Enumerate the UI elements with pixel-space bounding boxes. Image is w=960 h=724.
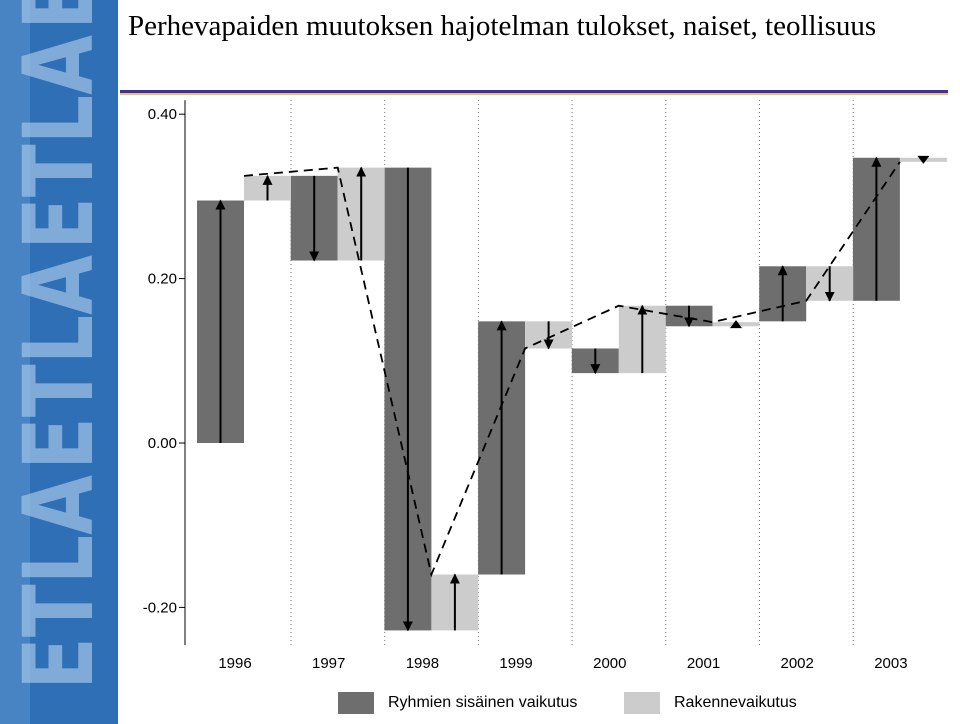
y-tick-label: 0.00 bbox=[148, 435, 177, 452]
x-tick-label-1997: 1997 bbox=[312, 655, 345, 672]
logo-text-1: ETLA bbox=[3, 255, 115, 470]
legend-swatch-structure bbox=[624, 692, 660, 714]
etla-logo-graphic: ETLAETLAETLAETLA bbox=[0, 0, 118, 724]
logo-text-3: ETLA bbox=[3, 0, 115, 30]
logo-band-stripe bbox=[0, 0, 30, 724]
logo-text-2: ETLA bbox=[3, 35, 115, 250]
y-tick-label: -0.20 bbox=[143, 599, 177, 616]
x-tick-label-1999: 1999 bbox=[499, 655, 532, 672]
page-title: Perhevapaiden muutoksen hajotelman tulok… bbox=[128, 10, 877, 42]
legend-label-within: Ryhmien sisäinen vaikutus bbox=[388, 694, 578, 711]
x-tick-label-2001: 2001 bbox=[687, 655, 720, 672]
etla-logo-band: ETLAETLAETLAETLA bbox=[0, 0, 118, 724]
arrow-structure-2003 bbox=[917, 155, 930, 164]
title-divider bbox=[120, 90, 948, 95]
logo-text-0: ETLA bbox=[3, 475, 115, 690]
legend-label-structure: Rakennevaikutus bbox=[674, 694, 797, 711]
arrow-structure-2001 bbox=[730, 320, 742, 329]
y-tick-label: 0.40 bbox=[148, 106, 177, 123]
x-tick-label-2000: 2000 bbox=[593, 655, 626, 672]
x-tick-label-2002: 2002 bbox=[781, 655, 814, 672]
x-tick-label-2003: 2003 bbox=[874, 655, 907, 672]
x-tick-label-1998: 1998 bbox=[406, 655, 439, 672]
legend-swatch-within bbox=[338, 692, 374, 714]
y-tick-label: 0.20 bbox=[148, 271, 177, 288]
x-tick-label-1996: 1996 bbox=[218, 655, 251, 672]
